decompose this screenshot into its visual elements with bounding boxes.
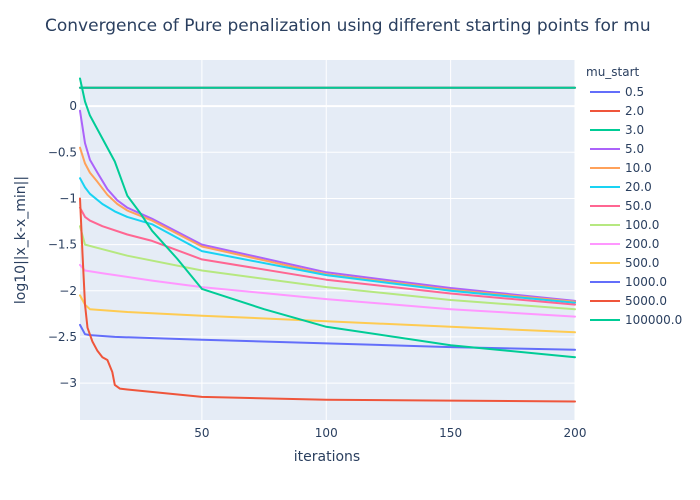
y-tick-label: −3 — [59, 376, 77, 390]
x-tick-label: 150 — [439, 426, 462, 440]
legend-item[interactable]: 20.0 — [590, 180, 652, 194]
legend-label: 5.0 — [625, 142, 644, 156]
legend-item[interactable]: 2.0 — [590, 104, 644, 118]
legend-item[interactable]: 1000.0 — [590, 275, 667, 289]
series-line-5-0[interactable] — [79, 109, 576, 302]
x-axis-ticks: 50 100 150 200 — [194, 426, 586, 440]
legend-label: 10.0 — [625, 161, 652, 175]
legend-label: 200.0 — [625, 237, 659, 251]
legend-label: 3.0 — [625, 123, 644, 137]
legend-label: 2.0 — [625, 104, 644, 118]
legend-label: 100.0 — [625, 218, 659, 232]
series-line-100-0[interactable] — [79, 225, 576, 311]
legend-label: 5000.0 — [625, 294, 667, 308]
series-line-200-0[interactable] — [79, 263, 576, 318]
series-line-50-0[interactable] — [79, 206, 576, 306]
legend-item[interactable]: 50.0 — [590, 199, 652, 213]
chart-title: Convergence of Pure penalization using d… — [45, 16, 651, 36]
legend-item[interactable]: 100.0 — [590, 218, 659, 232]
y-tick-label: −2 — [59, 284, 77, 298]
series-layer — [79, 77, 576, 403]
legend-label: 0.5 — [625, 85, 644, 99]
legend-item[interactable]: 5000.0 — [590, 294, 667, 308]
legend: mu_start 0.5 2.0 3.0 5.0 10.0 20.0 50.0 100.0 20… — [586, 65, 682, 327]
x-tick-label: 50 — [194, 426, 209, 440]
y-axis-ticks: 0 −0.5 −1 −1.5 −2 −2.5 −3 — [48, 99, 77, 390]
legend-title: mu_start — [586, 65, 640, 79]
plot-area — [80, 60, 575, 420]
legend-label: 20.0 — [625, 180, 652, 194]
y-tick-label: 0 — [69, 99, 77, 113]
grid — [80, 60, 576, 420]
legend-label: 500.0 — [625, 256, 659, 270]
y-axis-title: log10||x_k-x_min|| — [13, 176, 29, 304]
series-line-100000-0[interactable] — [79, 77, 576, 359]
legend-item[interactable]: 10.0 — [590, 161, 652, 175]
x-tick-label: 100 — [315, 426, 338, 440]
legend-label: 1000.0 — [625, 275, 667, 289]
legend-item[interactable]: 200.0 — [590, 237, 659, 251]
legend-label: 50.0 — [625, 199, 652, 213]
series-line-20-0[interactable] — [79, 177, 576, 304]
legend-item[interactable]: 100000.0 — [590, 313, 682, 327]
y-tick-label: −0.5 — [48, 145, 77, 159]
series-line-1000-0[interactable] — [79, 323, 576, 351]
legend-item[interactable]: 3.0 — [590, 123, 644, 137]
legend-item[interactable]: 5.0 — [590, 142, 644, 156]
series-line-5000-0[interactable] — [79, 197, 576, 403]
y-tick-label: −1.5 — [48, 238, 77, 252]
legend-item[interactable]: 500.0 — [590, 256, 659, 270]
legend-item[interactable]: 0.5 — [590, 85, 644, 99]
legend-label: 100000.0 — [625, 313, 682, 327]
x-axis-title: iterations — [294, 449, 360, 465]
x-tick-label: 200 — [564, 426, 587, 440]
y-tick-label: −2.5 — [48, 330, 77, 344]
y-tick-label: −1 — [59, 191, 77, 205]
legend-items: 0.5 2.0 3.0 5.0 10.0 20.0 50.0 100.0 200.0 500.0 1… — [590, 85, 682, 327]
